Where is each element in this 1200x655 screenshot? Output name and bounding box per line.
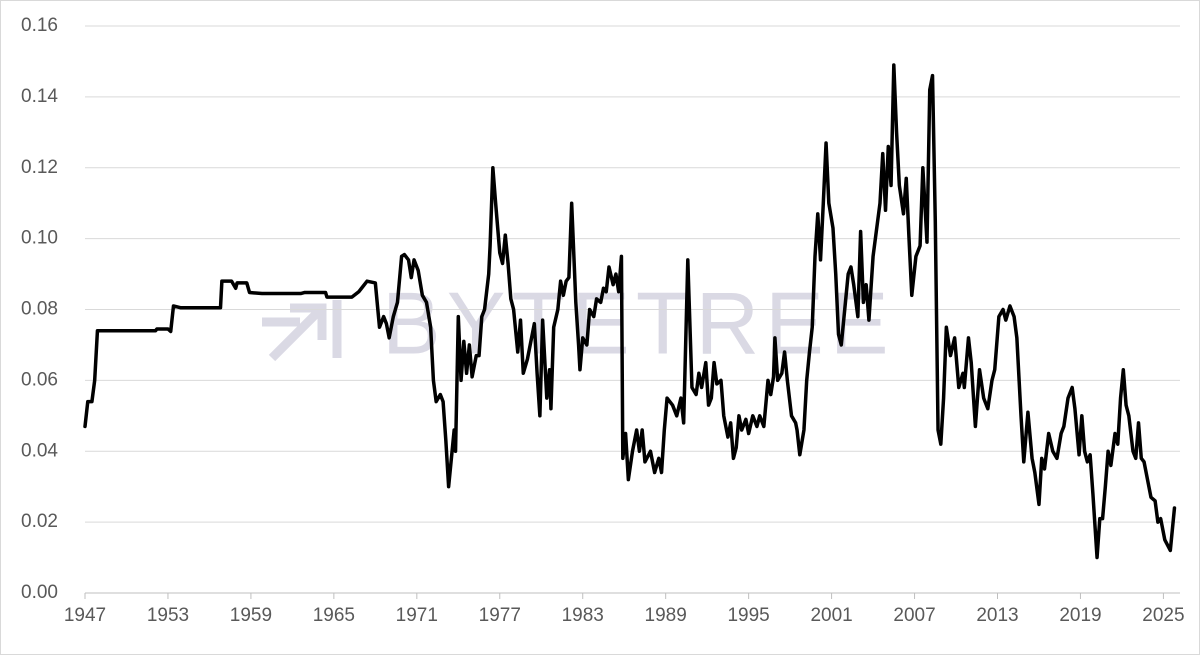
x-tick-label: 2013 xyxy=(976,605,1018,626)
x-tick-label: 1989 xyxy=(645,605,687,626)
x-tick-label: 2007 xyxy=(893,605,935,626)
y-tick-label: 0.06 xyxy=(21,369,58,390)
y-tick-label: 0.12 xyxy=(21,157,58,178)
data-line xyxy=(83,63,1177,560)
x-tick-label: 1977 xyxy=(479,605,521,626)
x-tick-label: 1953 xyxy=(147,605,189,626)
y-tick-label: 0.00 xyxy=(21,582,58,603)
y-tick-label: 0.16 xyxy=(21,15,58,36)
x-tick-label: 1983 xyxy=(562,605,604,626)
x-tick-label: 1971 xyxy=(396,605,438,626)
x-tick-label: 1947 xyxy=(64,605,106,626)
y-tick-label: 0.10 xyxy=(21,228,58,249)
x-tick-label: 1995 xyxy=(727,605,769,626)
x-tick-label: 2001 xyxy=(810,605,852,626)
x-tick-label: 2019 xyxy=(1059,605,1101,626)
watermark-icon xyxy=(262,300,342,362)
y-tick-label: 0.04 xyxy=(21,440,58,461)
x-tick-label: 2025 xyxy=(1142,605,1184,626)
y-tick-label: 0.14 xyxy=(21,86,58,107)
y-tick-label: 0.08 xyxy=(21,299,58,320)
y-tick-label: 0.02 xyxy=(21,511,58,532)
x-tick-label: 1959 xyxy=(230,605,272,626)
x-tick-label: 1965 xyxy=(313,605,355,626)
